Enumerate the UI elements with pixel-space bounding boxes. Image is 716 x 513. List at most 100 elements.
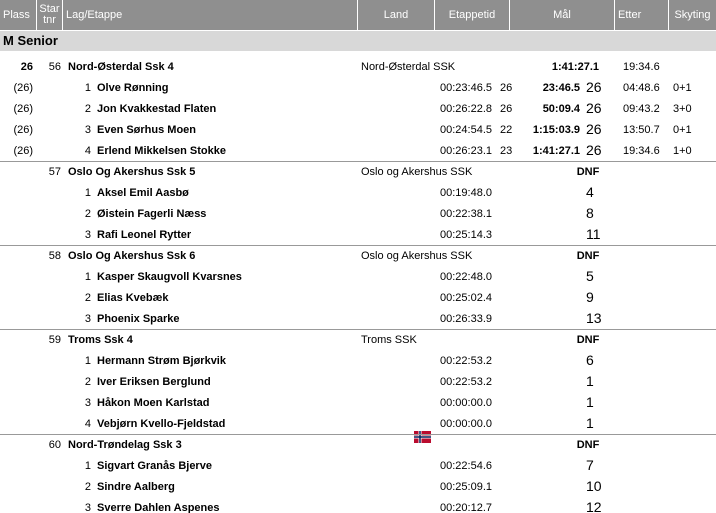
leg-rank: 26 (500, 82, 513, 94)
shooting: 1+0 (673, 145, 692, 157)
rank: 1 (586, 394, 594, 410)
leg-time: 00:22:54.6 (440, 460, 492, 472)
team-result: DNF (576, 250, 600, 262)
athlete-name: Sigvart Granås Bjerve (97, 460, 212, 472)
shooting: 3+0 (673, 103, 692, 115)
athlete-name: Sverre Dahlen Aspenes (97, 502, 220, 513)
leg-time: 00:25:02.4 (440, 292, 492, 304)
athlete-name: Jon Kvakkestad Flaten (97, 103, 217, 115)
column-header: Star tnr (37, 0, 62, 30)
athlete-name: Øistein Fagerli Næss (97, 208, 207, 220)
leg-number: 1 (84, 460, 91, 472)
team-result: DNF (576, 166, 600, 178)
time-behind: 19:34.6 (623, 145, 660, 157)
team-name: Troms Ssk 4 (68, 334, 133, 346)
leg-time: 00:22:53.2 (440, 355, 492, 367)
leg-time: 00:26:33.9 (440, 313, 492, 325)
leg-number: 1 (84, 82, 91, 94)
team-separator (0, 434, 716, 435)
rank: 26 (586, 142, 602, 158)
leg-time: 00:26:23.1 (440, 145, 492, 157)
leg-time: 00:22:38.1 (440, 208, 492, 220)
athlete-name: Sindre Aalberg (97, 481, 175, 493)
column-header: Land (358, 0, 434, 30)
leg-place: (26) (13, 124, 33, 136)
leg-number: 1 (84, 187, 91, 199)
team-separator (0, 161, 716, 162)
athlete-name: Hermann Strøm Bjørkvik (97, 355, 226, 367)
team-club: Troms SSK (361, 334, 417, 346)
rank: 10 (586, 478, 602, 494)
team-separator (0, 329, 716, 330)
column-header: Lag/Etappe (63, 0, 357, 30)
rank: 26 (586, 100, 602, 116)
athlete-name: Olve Rønning (97, 82, 169, 94)
team-bib: 57 (48, 166, 61, 178)
athlete-name: Phoenix Sparke (97, 313, 180, 325)
leg-number: 3 (84, 502, 91, 513)
column-header: Etter (615, 0, 668, 30)
rank: 9 (586, 289, 594, 305)
section-row: M Senior (0, 31, 716, 51)
total-time: 50:09.4 (542, 103, 580, 115)
rank: 26 (586, 121, 602, 137)
team-bib: 60 (48, 439, 61, 451)
team-separator (0, 245, 716, 246)
leg-number: 3 (84, 124, 91, 136)
leg-number: 1 (84, 355, 91, 367)
flag-norway (414, 431, 431, 443)
athlete-name: Rafi Leonel Rytter (97, 229, 192, 241)
leg-number: 4 (84, 418, 91, 430)
rank: 6 (586, 352, 594, 368)
rank: 12 (586, 499, 602, 513)
leg-time: 00:24:54.5 (440, 124, 492, 136)
rank: 11 (586, 226, 601, 242)
leg-number: 1 (84, 271, 91, 283)
leg-time: 00:19:48.0 (440, 187, 492, 199)
leg-rank: 23 (500, 145, 513, 157)
team-club: Nord-Østerdal SSK (361, 61, 456, 73)
column-header: Skyting (669, 0, 716, 30)
athlete-name: Iver Eriksen Berglund (97, 376, 211, 388)
leg-time: 00:23:46.5 (440, 82, 492, 94)
leg-number: 2 (84, 103, 91, 115)
time-behind: 09:43.2 (623, 103, 660, 115)
team-name: Oslo Og Akershus Ssk 5 (68, 166, 196, 178)
leg-time: 00:25:14.3 (440, 229, 492, 241)
rank: 1 (586, 415, 594, 431)
team-bib: 58 (48, 250, 61, 262)
leg-number: 2 (84, 208, 91, 220)
leg-number: 4 (84, 145, 91, 157)
team-result: DNF (576, 334, 600, 346)
rank: 7 (586, 457, 594, 473)
leg-rank: 26 (500, 103, 513, 115)
team-name: Nord-Trøndelag Ssk 3 (68, 439, 182, 451)
leg-time: 00:00:00.0 (440, 397, 492, 409)
time-behind: 04:48.6 (623, 82, 660, 94)
athlete-name: Håkon Moen Karlstad (97, 397, 210, 409)
leg-rank: 22 (500, 124, 513, 136)
rank: 26 (586, 79, 602, 95)
athlete-name: Kasper Skaugvoll Kvarsnes (97, 271, 242, 283)
team-bib: 59 (48, 334, 61, 346)
total-time: 1:41:27.1 (532, 145, 580, 157)
athlete-name: Even Sørhus Moen (97, 124, 197, 136)
athlete-name: Aksel Emil Aasbø (97, 187, 189, 199)
leg-number: 3 (84, 229, 91, 241)
leg-place: (26) (13, 145, 33, 157)
rank: 1 (586, 373, 594, 389)
athlete-name: Vebjørn Kvello-Fjeldstad (97, 418, 226, 430)
leg-time: 00:00:00.0 (440, 418, 492, 430)
total-time: 1:15:03.9 (532, 124, 580, 136)
leg-place: (26) (13, 82, 33, 94)
leg-number: 2 (84, 292, 91, 304)
leg-time: 00:26:22.8 (440, 103, 492, 115)
rank: 4 (586, 184, 594, 200)
team-result: DNF (576, 439, 600, 451)
leg-number: 3 (84, 397, 91, 409)
team-result: 1:41:27.1 (551, 61, 599, 73)
team-name: Oslo Og Akershus Ssk 6 (68, 250, 196, 262)
section-title: M Senior (3, 33, 58, 48)
time-behind: 13:50.7 (623, 124, 660, 136)
column-header: Mål (510, 0, 614, 30)
